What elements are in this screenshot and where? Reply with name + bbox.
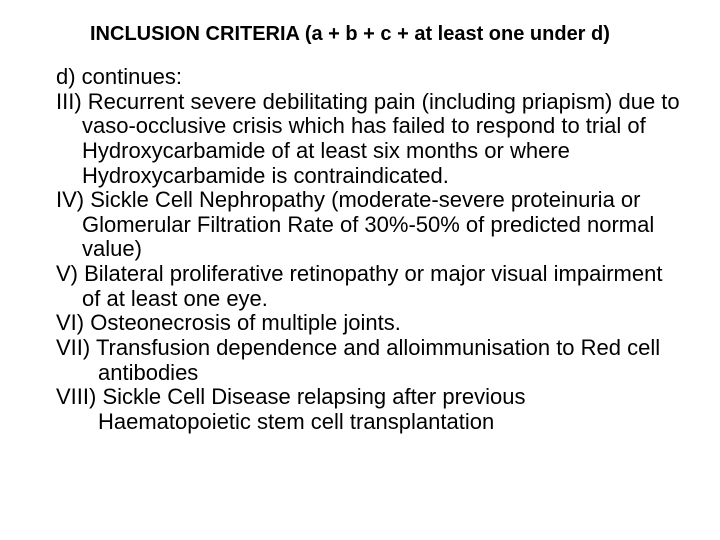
criteria-item-v: V) Bilateral proliferative retinopathy o… bbox=[56, 262, 680, 311]
criteria-item-vii: VII) Transfusion dependence and alloimmu… bbox=[56, 336, 680, 385]
criteria-item-vi: VI) Osteonecrosis of multiple joints. bbox=[56, 311, 680, 336]
criteria-item-iii: III) Recurrent severe debilitating pain … bbox=[56, 90, 680, 189]
criteria-item-viii: VIII) Sickle Cell Disease relapsing afte… bbox=[56, 385, 680, 434]
criteria-item-iv: IV) Sickle Cell Nephropathy (moderate-se… bbox=[56, 188, 680, 262]
slide-title: INCLUSION CRITERIA (a + b + c + at least… bbox=[90, 22, 680, 47]
slide-body: d) continues: III) Recurrent severe debi… bbox=[56, 65, 680, 434]
slide: INCLUSION CRITERIA (a + b + c + at least… bbox=[0, 0, 720, 540]
section-lead: d) continues: bbox=[56, 65, 680, 90]
